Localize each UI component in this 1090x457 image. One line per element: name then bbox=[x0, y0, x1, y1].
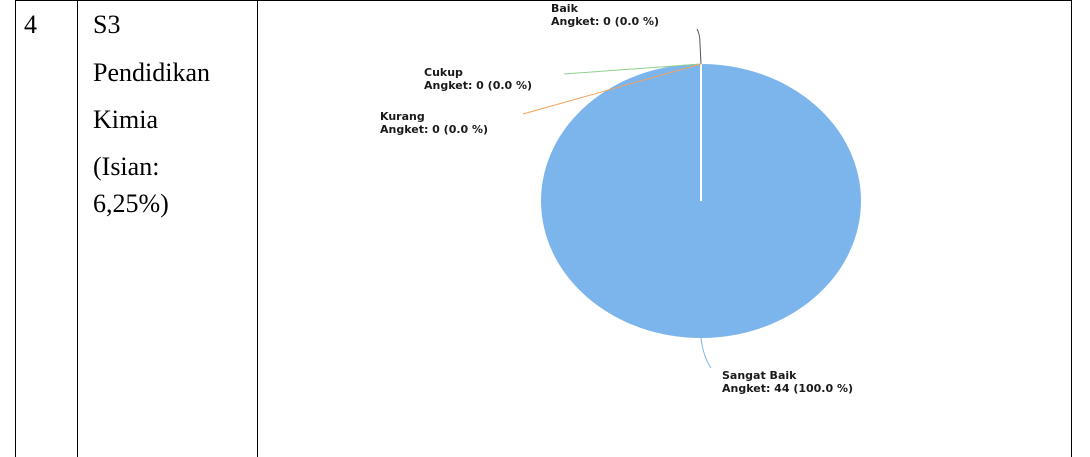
table-border-left bbox=[15, 0, 16, 457]
slice-label-cukup: Cukup bbox=[424, 66, 463, 79]
slice-value-label-cukup: Angket: 0 (0.0 %) bbox=[424, 79, 532, 92]
connector-line-kurang bbox=[522, 63, 702, 115]
program-line: (Isian: bbox=[93, 152, 160, 181]
slice-value-label-baik: Angket: 0 (0.0 %) bbox=[551, 15, 659, 28]
slice-label-sangat-baik: Sangat Baik bbox=[722, 369, 797, 382]
slice-label-baik: Baik bbox=[551, 2, 579, 15]
slice-value-label-sangat-baik: Angket: 44 (100.0 %) bbox=[722, 382, 853, 395]
row-number: 4 bbox=[24, 10, 37, 39]
program-line: Kimia bbox=[93, 105, 158, 134]
table-border-right bbox=[1071, 0, 1072, 457]
table-divider-2 bbox=[257, 0, 258, 457]
program-line: 6,25%) bbox=[93, 189, 169, 218]
table-divider-1 bbox=[77, 0, 78, 457]
program-line: S3 bbox=[93, 10, 121, 39]
slice-value-label-kurang: Angket: 0 (0.0 %) bbox=[380, 123, 488, 136]
connector-line-baik bbox=[696, 28, 702, 65]
connector-line-cukup bbox=[563, 63, 702, 75]
pie-chart: Baik Angket: 0 (0.0 %) Cukup Angket: 0 (0.0… bbox=[258, 1, 1069, 457]
table-border-top bbox=[15, 0, 1072, 1]
program-line: Pendidikan bbox=[93, 58, 210, 87]
connector-line-sangat-baik bbox=[700, 337, 712, 369]
slice-label-kurang: Kurang bbox=[380, 110, 425, 123]
